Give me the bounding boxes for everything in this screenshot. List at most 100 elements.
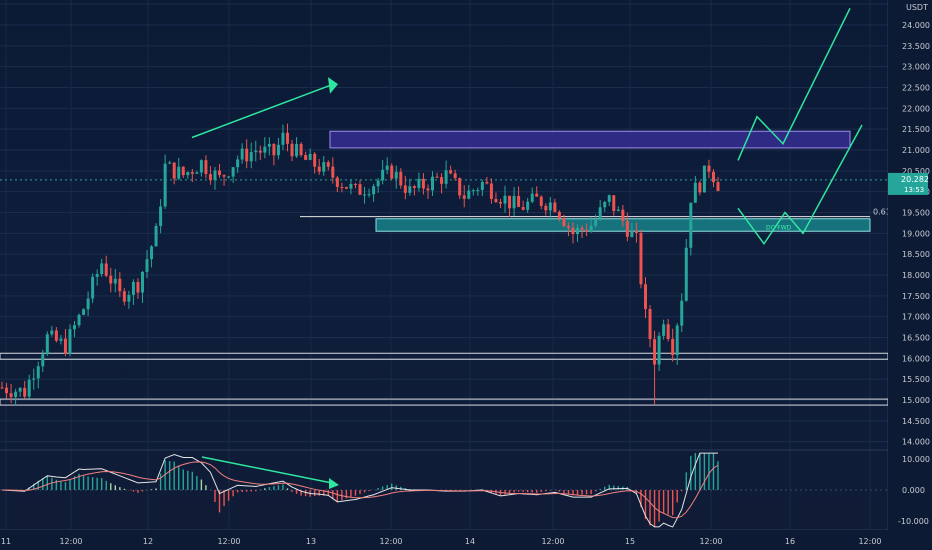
macd-divergence-line[interactable] — [201, 456, 333, 484]
candle[interactable] — [249, 142, 253, 169]
candle[interactable] — [195, 170, 199, 174]
candle[interactable] — [643, 277, 647, 319]
candle-body[interactable] — [453, 173, 457, 179]
candle[interactable] — [190, 169, 194, 183]
candle[interactable] — [317, 158, 321, 175]
candle-body[interactable] — [308, 153, 312, 160]
candle-body[interactable] — [680, 300, 684, 326]
candle[interactable] — [181, 166, 185, 179]
candle-body[interactable] — [73, 325, 77, 330]
candle-body[interactable] — [684, 247, 688, 301]
candle-body[interactable] — [643, 284, 647, 310]
candle[interactable] — [104, 255, 108, 278]
candle[interactable] — [358, 180, 362, 196]
candle-body[interactable] — [598, 207, 602, 219]
candle[interactable] — [145, 250, 149, 279]
candle-body[interactable] — [177, 166, 181, 179]
candle-body[interactable] — [32, 378, 36, 380]
candle[interactable] — [213, 167, 217, 190]
candle-body[interactable] — [86, 298, 90, 310]
candle[interactable] — [653, 330, 657, 405]
candle-body[interactable] — [376, 180, 380, 187]
candle-body[interactable] — [562, 218, 566, 227]
candle[interactable] — [621, 205, 625, 227]
candle-body[interactable] — [521, 207, 525, 210]
candle-body[interactable] — [249, 152, 253, 162]
candle[interactable] — [548, 197, 552, 221]
candle-body[interactable] — [385, 165, 389, 170]
candle-body[interactable] — [693, 182, 697, 203]
candle-body[interactable] — [263, 146, 267, 153]
candle-body[interactable] — [666, 324, 670, 339]
candle[interactable] — [186, 171, 190, 179]
candle-body[interactable] — [657, 335, 661, 365]
candle[interactable] — [639, 229, 643, 289]
candle-body[interactable] — [544, 205, 548, 211]
candle-body[interactable] — [603, 201, 607, 208]
candle-body[interactable] — [426, 188, 430, 191]
candle[interactable] — [122, 287, 126, 306]
candle-body[interactable] — [254, 150, 258, 153]
candle[interactable] — [612, 195, 616, 216]
candle-body[interactable] — [653, 339, 657, 365]
candle[interactable] — [471, 188, 475, 196]
candle-body[interactable] — [467, 190, 471, 199]
candle-body[interactable] — [512, 195, 516, 209]
candle[interactable] — [50, 325, 54, 337]
candle-body[interactable] — [213, 170, 217, 181]
candle-body[interactable] — [489, 183, 493, 199]
candle-body[interactable] — [349, 184, 353, 189]
candle-body[interactable] — [181, 166, 185, 176]
candle-body[interactable] — [240, 148, 244, 160]
candle[interactable] — [335, 175, 339, 192]
candle[interactable] — [136, 278, 140, 299]
candle[interactable] — [494, 192, 498, 204]
candle[interactable] — [349, 179, 353, 195]
candle-body[interactable] — [675, 325, 679, 356]
candle[interactable] — [594, 214, 598, 229]
price-axis[interactable]: USDT 24.000 23.500 23.000 22.500 22.000 21.500… — [888, 0, 932, 550]
candle[interactable] — [467, 184, 471, 200]
candle-body[interactable] — [612, 195, 616, 211]
candle-body[interactable] — [322, 162, 326, 172]
candle[interactable] — [648, 305, 652, 348]
candle[interactable] — [394, 165, 398, 189]
candle[interactable] — [18, 387, 22, 397]
candle-body[interactable] — [285, 132, 289, 144]
candle[interactable] — [440, 173, 444, 194]
candle-body[interactable] — [299, 143, 303, 156]
candle[interactable] — [517, 186, 521, 208]
candle[interactable] — [168, 160, 172, 165]
candle-body[interactable] — [54, 330, 58, 341]
candle-body[interactable] — [344, 186, 348, 189]
candle[interactable] — [353, 182, 357, 189]
candle[interactable] — [544, 203, 548, 216]
candle-body[interactable] — [585, 229, 589, 232]
candle-body[interactable] — [634, 230, 638, 233]
candle-body[interactable] — [503, 195, 507, 204]
candle[interactable] — [245, 139, 249, 169]
candle-body[interactable] — [480, 182, 484, 191]
candle[interactable] — [118, 272, 122, 297]
candle[interactable] — [222, 174, 226, 186]
candle-body[interactable] — [449, 170, 453, 174]
candle-body[interactable] — [625, 220, 629, 237]
candle-body[interactable] — [702, 165, 706, 193]
candle[interactable] — [530, 187, 534, 204]
candle[interactable] — [458, 177, 462, 200]
candle[interactable] — [5, 383, 9, 399]
candle-body[interactable] — [276, 144, 280, 156]
candle[interactable] — [684, 239, 688, 302]
candle-body[interactable] — [408, 186, 412, 193]
candle-body[interactable] — [258, 150, 262, 153]
candle-body[interactable] — [648, 309, 652, 340]
candle[interactable] — [616, 206, 620, 212]
candle-body[interactable] — [580, 228, 584, 230]
candle-body[interactable] — [639, 232, 643, 285]
candle[interactable] — [340, 182, 344, 193]
candle[interactable] — [512, 187, 516, 217]
candle[interactable] — [571, 222, 575, 244]
candle[interactable] — [426, 184, 430, 199]
candle[interactable] — [281, 124, 285, 151]
candle-body[interactable] — [417, 178, 421, 188]
